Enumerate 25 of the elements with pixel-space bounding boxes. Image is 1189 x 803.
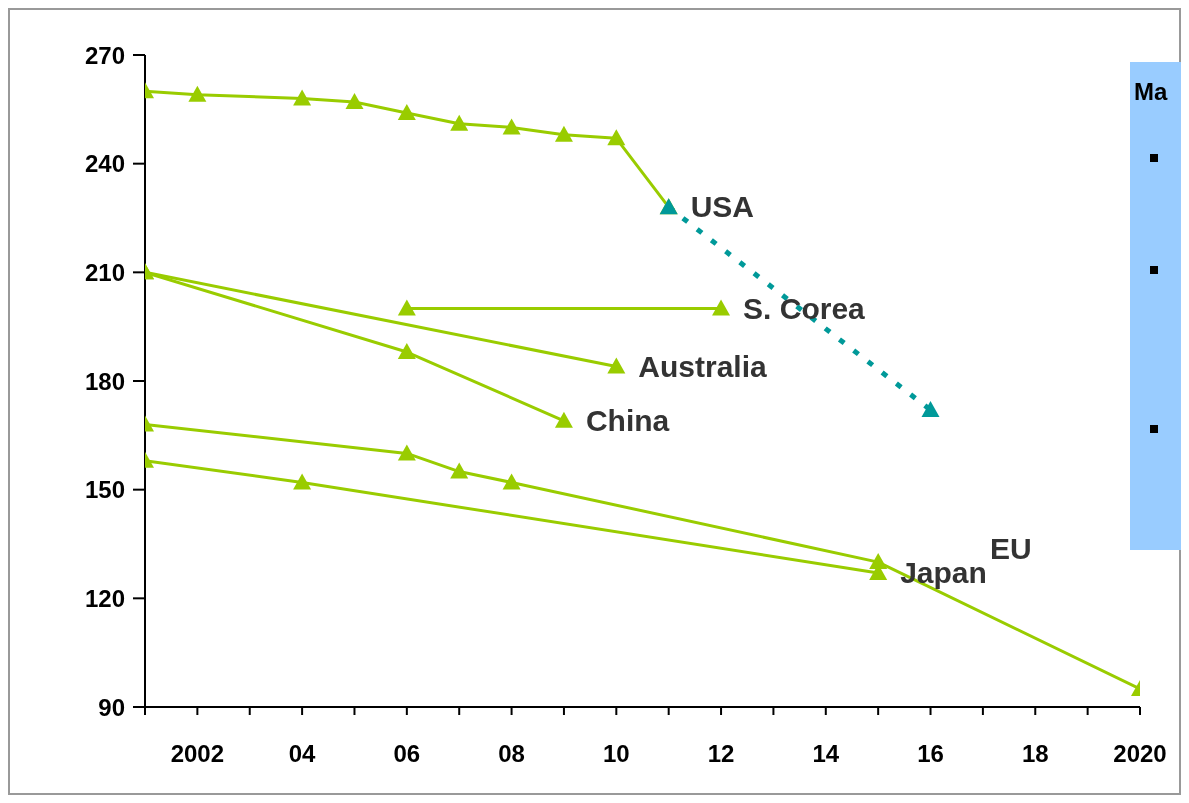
y-tick-label: 180	[84, 367, 125, 395]
y-tick-label: 210	[84, 258, 125, 286]
x-tick-label: 2002	[170, 740, 225, 768]
x-tick-label: 08	[498, 740, 525, 768]
y-tick-label: 270	[84, 41, 125, 69]
y-tick-label: 150	[84, 476, 125, 504]
x-tick-label: 06	[393, 740, 421, 768]
text-panel: Ma	[1130, 62, 1181, 550]
series-label: S. Corea	[743, 291, 866, 325]
x-tick-label: 10	[602, 740, 630, 768]
x-tick-label: 18	[1021, 740, 1049, 768]
x-tick-label: 16	[917, 740, 944, 768]
annotation: Ma	[1133, 77, 1169, 106]
series-label: EU	[990, 531, 1032, 565]
x-tick-label: 2020	[1113, 740, 1167, 768]
x-tick-label: 04	[288, 740, 317, 768]
y-tick-label: 120	[84, 584, 125, 612]
x-tick-label: 12	[707, 740, 735, 768]
x-tick-label: 14	[812, 740, 840, 768]
y-tick-label: 90	[98, 693, 125, 721]
series-label: Australia	[638, 349, 768, 383]
series-label: USA	[690, 190, 755, 224]
series-label: Japan	[900, 555, 987, 589]
y-tick-label: 240	[84, 150, 125, 178]
series-label: China	[585, 403, 670, 437]
